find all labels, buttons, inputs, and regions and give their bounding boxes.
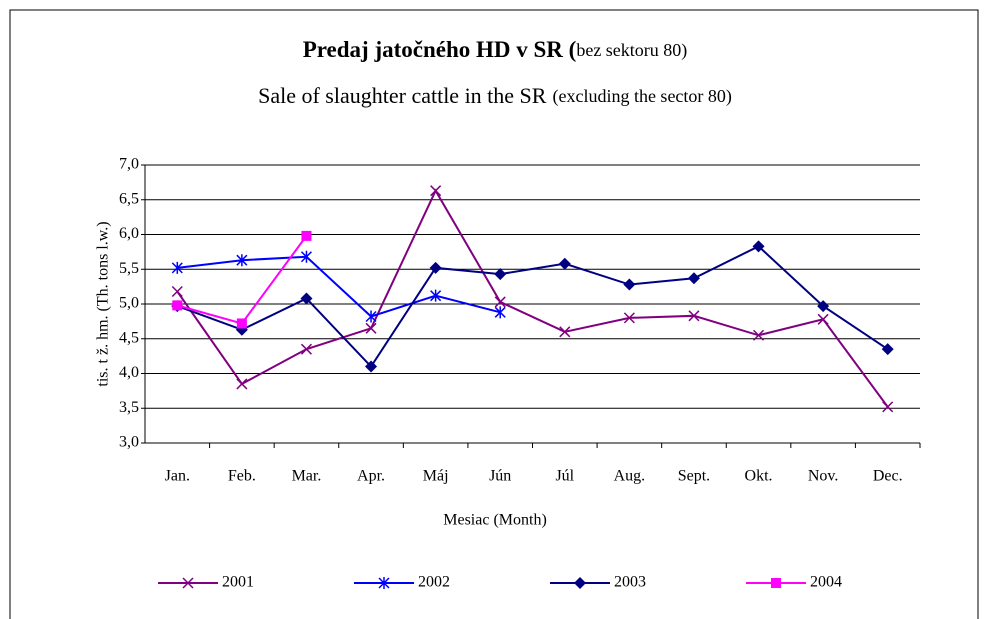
marker	[429, 261, 442, 274]
marker	[430, 289, 442, 302]
series-line	[177, 255, 501, 318]
x-tick-label: Jan.	[165, 468, 190, 485]
marker	[753, 329, 765, 341]
y-tick-label: 4,5	[119, 329, 139, 346]
y-tick-label: 3,5	[119, 399, 139, 416]
marker	[301, 230, 312, 241]
x-tick-label: Aug.	[614, 468, 646, 485]
legend-label: 2002	[418, 574, 450, 591]
subtitle: Sale of slaughter cattle in the SR (exclu…	[258, 83, 732, 108]
marker	[236, 254, 248, 267]
x-tick-label: Nov.	[808, 468, 839, 485]
marker	[771, 578, 781, 588]
legend-label: 2003	[614, 574, 646, 591]
marker	[574, 577, 586, 589]
frame	[9, 9, 979, 619]
marker	[172, 300, 183, 311]
series-line	[176, 188, 889, 408]
marker	[494, 296, 506, 308]
x-tick-label: Feb.	[228, 468, 256, 485]
marker	[171, 261, 183, 274]
marker	[559, 326, 571, 338]
y-tick-label: 5,0	[119, 295, 139, 312]
marker	[300, 250, 312, 263]
y-tick-label: 5,5	[119, 260, 139, 277]
y-tick-label: 4,0	[119, 364, 139, 381]
x-tick-label: Dec.	[873, 468, 903, 485]
marker	[494, 268, 507, 281]
marker	[623, 278, 636, 291]
y-tick-label: 6,5	[119, 190, 139, 207]
marker	[817, 300, 830, 313]
subtitle-main: Sale of slaughter cattle in the SR	[258, 83, 547, 108]
y-tick-label: 6,0	[119, 225, 139, 242]
title-note: bez sektoru 80)	[576, 40, 687, 61]
marker	[688, 310, 700, 322]
marker	[817, 313, 829, 325]
y-tick-label: 3,0	[119, 434, 139, 451]
x-tick-label: Apr.	[357, 468, 385, 485]
y-tick-label: 7,0	[119, 156, 139, 173]
marker	[623, 312, 635, 324]
marker	[300, 292, 313, 305]
x-axis-title: Mesiac (Month)	[443, 512, 547, 529]
title-main: Predaj jatočného HD v SR (	[303, 37, 577, 62]
marker	[236, 318, 247, 329]
marker	[752, 240, 765, 253]
x-tick-label: Sept.	[678, 468, 710, 485]
series-line	[177, 235, 308, 325]
x-tick-label: Júl	[555, 468, 574, 485]
marker	[882, 401, 894, 413]
legend-label: 2004	[810, 574, 842, 591]
marker	[365, 322, 377, 334]
x-tick-label: Mar.	[292, 468, 322, 485]
marker	[365, 360, 378, 373]
y-axis-title: tis. t ž. hm. (Th. tons l.w.)	[95, 221, 112, 386]
marker	[378, 577, 390, 589]
marker	[236, 378, 248, 390]
legend-label: 2001	[222, 574, 254, 591]
marker	[494, 306, 506, 319]
x-tick-label: Máj	[423, 468, 449, 485]
marker	[881, 343, 894, 356]
marker	[558, 257, 571, 270]
marker	[182, 577, 194, 589]
marker	[430, 185, 442, 197]
title: Predaj jatočného HD v SR (bez sektoru 80…	[303, 37, 688, 62]
marker	[300, 343, 312, 355]
marker	[171, 285, 183, 298]
x-tick-label: Jún	[489, 468, 511, 485]
marker	[687, 272, 700, 285]
x-tick-label: Okt.	[745, 468, 773, 485]
marker	[365, 310, 377, 323]
subtitle-note: (excluding the sector 80)	[552, 86, 731, 107]
series-line	[176, 245, 889, 369]
